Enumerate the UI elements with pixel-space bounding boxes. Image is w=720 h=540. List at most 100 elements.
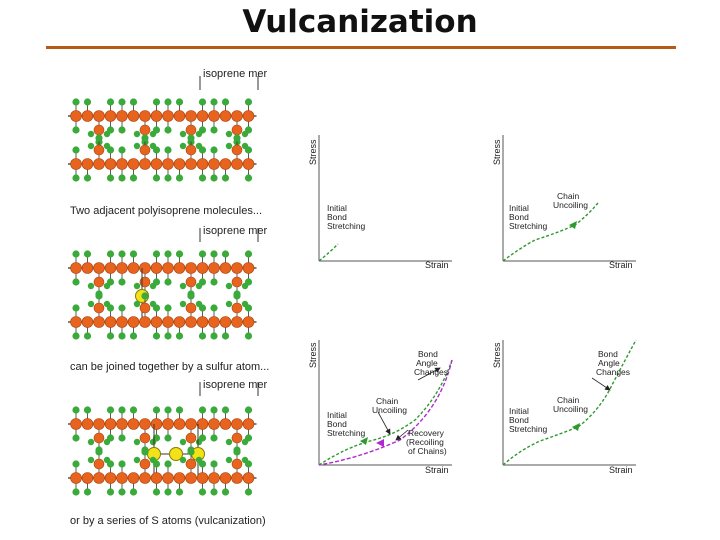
hydrogen-atom — [106, 146, 115, 154]
hydrogen-atom — [244, 174, 253, 182]
hydrogen-atom — [106, 460, 115, 468]
carbon-atom — [173, 110, 186, 122]
hydrogen-atom — [175, 98, 184, 106]
hydrogen-atom — [83, 406, 92, 414]
hydrogen-atom — [118, 98, 126, 106]
hydrogen-atom — [83, 250, 92, 258]
annotation: Stretching — [327, 428, 366, 438]
hydrogen-atom — [221, 406, 230, 414]
hydrogen-atom — [164, 406, 172, 414]
carbon-atom — [150, 158, 163, 170]
carbon-atom — [116, 316, 128, 328]
hydrogen-atom — [129, 406, 138, 414]
carbon-atom — [196, 316, 209, 328]
hydrogen-atom — [175, 406, 184, 414]
hydrogen-atom — [133, 282, 141, 290]
hydrogen-atom — [106, 174, 115, 182]
stress-strain-graph-2: Stress Strain Initial Bond Stretching Ch… — [492, 135, 636, 270]
hydrogen-atom — [95, 134, 103, 142]
stress-strain-graph-4: Stress Strain Initial Bond Stretching Ch… — [492, 339, 637, 475]
carbon-atom — [127, 262, 140, 274]
hydrogen-atom — [225, 282, 233, 290]
curve-arrow — [569, 221, 577, 229]
hydrogen-atom — [152, 146, 161, 154]
x-axis-label: Strain — [609, 260, 633, 270]
hydrogen-atom — [164, 174, 172, 182]
carbon-atom — [231, 302, 243, 314]
hydrogen-atom — [72, 304, 80, 312]
carbon-atom — [196, 472, 209, 484]
carbon-atom — [185, 262, 197, 274]
polymer-chain-b — [68, 448, 257, 496]
carbon-atom — [127, 110, 140, 122]
hydrogen-atom — [106, 250, 115, 258]
hydrogen-atom — [179, 282, 187, 290]
loading-curve — [318, 359, 453, 466]
hydrogen-atom — [152, 278, 161, 286]
annotation: of Chains) — [408, 446, 447, 456]
carbon-atom — [185, 124, 197, 136]
hydrogen-atom — [221, 174, 230, 182]
carbon-atom — [104, 110, 117, 122]
panel-caption: Two adjacent polyisoprene molecules... — [70, 205, 262, 217]
hydrogen-atom — [244, 460, 253, 468]
annotation: Angle — [416, 358, 438, 368]
carbon-atom — [93, 276, 105, 288]
annotation: Bond — [418, 349, 438, 359]
carbon-atom — [185, 418, 197, 430]
carbon-atom — [139, 110, 151, 122]
hydrogen-atom — [133, 300, 141, 308]
polymer-chain-a — [68, 250, 257, 298]
hydrogen-atom — [198, 488, 207, 496]
carbon-atom — [70, 110, 82, 122]
hydrogen-atom — [72, 332, 80, 340]
carbon-atom — [93, 316, 105, 328]
isoprene-mer-label: isoprene mer — [203, 225, 268, 237]
carbon-atom — [219, 472, 232, 484]
hydrogen-atom — [244, 278, 253, 286]
annotation: Uncoiling — [553, 200, 588, 210]
annotation: Stretching — [509, 424, 548, 434]
carbon-atom — [231, 418, 243, 430]
carbon-atom — [231, 276, 243, 288]
carbon-atom — [93, 458, 105, 470]
carbon-atom — [208, 110, 220, 122]
carbon-atom — [208, 158, 220, 170]
hydrogen-atom — [118, 460, 126, 468]
hydrogen-atom — [87, 300, 95, 308]
stress-strain-curve — [502, 202, 599, 262]
carbon-atom — [127, 316, 140, 328]
carbon-atom — [104, 418, 117, 430]
annotation: Chain — [557, 395, 579, 405]
panel-caption: can be joined together by a sulfur atom.… — [70, 361, 269, 373]
hydrogen-atom — [179, 130, 187, 138]
hydrogen-atom — [141, 448, 149, 456]
carbon-atom — [196, 262, 209, 274]
carbon-atom — [208, 262, 220, 274]
hydrogen-atom — [152, 98, 161, 106]
carbon-atom — [242, 262, 255, 274]
hydrogen-atom — [152, 332, 161, 340]
hydrogen-atom — [118, 278, 126, 286]
carbon-atom — [185, 472, 197, 484]
hydrogen-atom — [72, 406, 80, 414]
hydrogen-atom — [244, 332, 253, 340]
hydrogen-atom — [179, 456, 187, 464]
hydrogen-atom — [198, 434, 207, 442]
annotation: Bond — [509, 415, 529, 425]
hydrogen-atom — [221, 488, 230, 496]
carbon-atom — [231, 158, 243, 170]
hydrogen-atom — [210, 146, 218, 154]
annotation: Initial — [509, 203, 529, 213]
hydrogen-atom — [72, 488, 80, 496]
carbon-atom — [81, 262, 94, 274]
carbon-atom — [150, 418, 163, 430]
hydrogen-atom — [118, 146, 126, 154]
carbon-atom — [208, 316, 220, 328]
hydrogen-atom — [179, 142, 187, 150]
carbon-atom — [93, 472, 105, 484]
hydrogen-atom — [129, 332, 138, 340]
hydrogen-atom — [233, 448, 241, 456]
hydrogen-atom — [221, 332, 230, 340]
hydrogen-atom — [83, 332, 92, 340]
